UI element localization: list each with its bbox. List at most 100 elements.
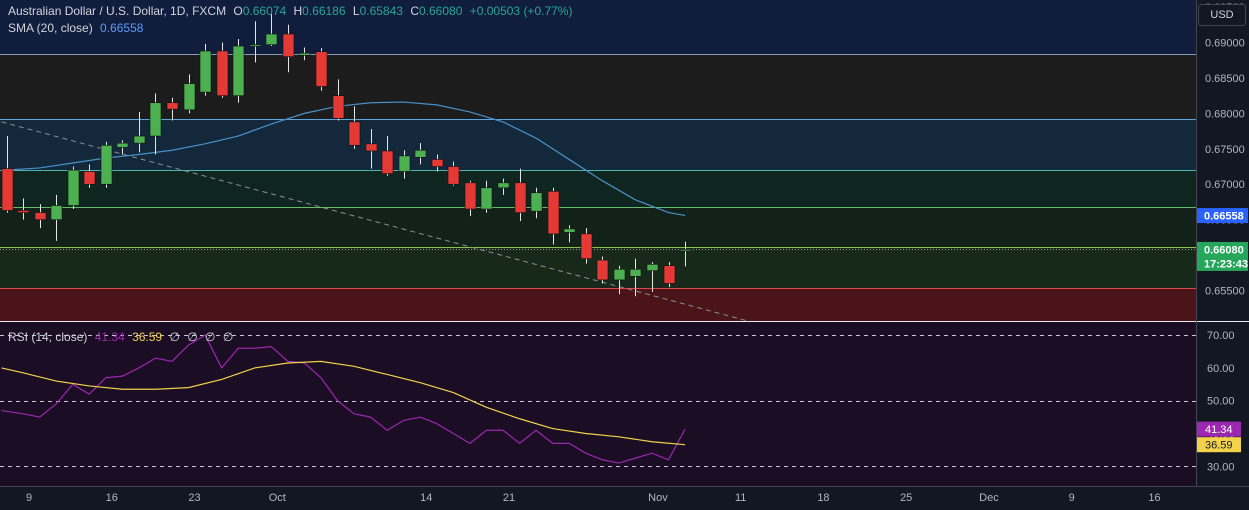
time-tick-7: 11 xyxy=(735,492,746,504)
candle-body-7 xyxy=(116,142,129,148)
rsi-badge-1: 36.59 xyxy=(1197,437,1241,453)
candle-body-17 xyxy=(282,33,295,57)
candle-15 xyxy=(249,21,262,63)
candle-30 xyxy=(497,178,510,195)
time-tick-1: 16 xyxy=(106,492,118,504)
candle-19 xyxy=(315,48,328,91)
candle-20 xyxy=(332,79,345,121)
currency-button[interactable]: USD xyxy=(1198,4,1246,26)
price-badge-text-1: 0.66080 xyxy=(1204,244,1244,256)
low-value: 0.65843 xyxy=(359,4,403,18)
rsi-pane xyxy=(0,322,1196,486)
time-tick-10: Dec xyxy=(979,492,999,504)
price-tick-0.69000: 0.69000 xyxy=(1205,38,1245,50)
price-tick-0.68500: 0.68500 xyxy=(1205,73,1245,85)
candle-37 xyxy=(613,265,626,295)
candle-body-36 xyxy=(596,259,609,281)
candle-32 xyxy=(530,187,543,219)
candle-11 xyxy=(183,74,196,114)
candle-1 xyxy=(17,198,30,220)
time-tick-0: 9 xyxy=(26,492,32,504)
time-tick-9: 25 xyxy=(900,492,912,504)
candle-body-10 xyxy=(166,102,179,110)
candle-body-40 xyxy=(663,265,676,284)
price-tick-0.68000: 0.68000 xyxy=(1205,108,1245,120)
candle-body-31 xyxy=(514,182,527,213)
candle-10 xyxy=(166,97,179,121)
candle-40 xyxy=(663,262,676,287)
price-badge-bg-2 xyxy=(1197,255,1248,271)
time-tick-6: Nov xyxy=(648,492,668,504)
zone-band-5 xyxy=(0,53,1196,120)
candle-29 xyxy=(480,180,493,213)
candle-27 xyxy=(447,161,460,186)
candle-body-8 xyxy=(133,135,146,144)
price-badge-2: 17:23:43 xyxy=(1197,255,1248,271)
candle-body-18 xyxy=(298,52,311,56)
candle-25 xyxy=(414,143,427,165)
candle-body-22 xyxy=(365,143,378,152)
candle-5 xyxy=(83,164,96,188)
rsi-line xyxy=(1,334,686,464)
candle-body-32 xyxy=(530,192,543,212)
time-tick-5: 21 xyxy=(503,492,515,504)
candle-35 xyxy=(580,228,593,264)
candle-36 xyxy=(596,256,609,284)
time-tick-4: 14 xyxy=(420,492,432,504)
candle-body-27 xyxy=(447,166,460,185)
sma-legend[interactable]: SMA (20, close) 0.66558 xyxy=(8,21,147,36)
zone-band-3 xyxy=(0,170,1196,207)
rsi-extra-4: ∅ xyxy=(222,330,234,344)
rsi-extra-3: ∅ xyxy=(205,330,216,344)
candle-body-29 xyxy=(480,187,493,210)
rsi-tick-30.00: 30.00 xyxy=(1207,461,1235,473)
change-value: +0.00503 (+0.77%) xyxy=(469,4,573,18)
rsi-badge-text-0: 41.34 xyxy=(1205,424,1233,436)
price-tick-0.65500: 0.65500 xyxy=(1205,286,1245,298)
price-badge-text-0: 0.66558 xyxy=(1204,211,1244,223)
candle-14 xyxy=(232,38,245,103)
high-label: H xyxy=(293,4,303,18)
candle-6 xyxy=(100,141,113,188)
rsi-extra-1: ∅ xyxy=(169,330,180,344)
close-value: 0.66080 xyxy=(418,4,463,18)
candle-7 xyxy=(116,140,129,155)
candle-body-33 xyxy=(547,191,560,235)
sma-value: 0.66558 xyxy=(100,21,144,35)
candle-0 xyxy=(1,136,14,213)
price-badge-bg-0 xyxy=(1197,208,1248,224)
candle-body-0 xyxy=(1,168,14,211)
candle-body-28 xyxy=(464,182,477,210)
candle-3 xyxy=(50,194,63,241)
time-tick-8: 18 xyxy=(817,492,829,504)
candle-21 xyxy=(348,106,361,149)
rsi-legend[interactable]: RSI (14, close) 41.34 36.59 ∅ ∅ ∅ ∅ xyxy=(8,330,237,345)
candle-34 xyxy=(563,225,576,243)
candle-26 xyxy=(431,154,444,172)
candle-38 xyxy=(629,258,642,297)
candle-body-13 xyxy=(216,50,229,96)
time-axis xyxy=(0,486,1249,505)
candle-body-25 xyxy=(414,149,427,158)
rsi-ma-line xyxy=(1,360,686,446)
rsi-tick-50.00: 50.00 xyxy=(1207,396,1235,408)
rsi-badge-bg-0 xyxy=(1197,421,1241,437)
candle-body-26 xyxy=(431,159,444,167)
candle-4 xyxy=(67,166,80,210)
zone-band-6 xyxy=(0,0,1196,54)
candle-body-21 xyxy=(348,121,361,146)
rsi-tick-70.00: 70.00 xyxy=(1207,330,1235,342)
candle-body-15 xyxy=(249,44,262,47)
candle-body-37 xyxy=(613,268,626,281)
price-badge-1: 0.66080 xyxy=(1197,241,1248,257)
candle-body-34 xyxy=(563,228,576,233)
rsi-badge-0: 41.34 xyxy=(1197,421,1241,437)
zone-band-2 xyxy=(0,206,1196,247)
price-tick-0.67500: 0.67500 xyxy=(1205,144,1245,156)
close-label: C xyxy=(410,4,419,18)
candle-body-19 xyxy=(315,51,328,87)
rsi-label: RSI (14, close) xyxy=(8,330,88,344)
candle-16 xyxy=(265,14,278,47)
